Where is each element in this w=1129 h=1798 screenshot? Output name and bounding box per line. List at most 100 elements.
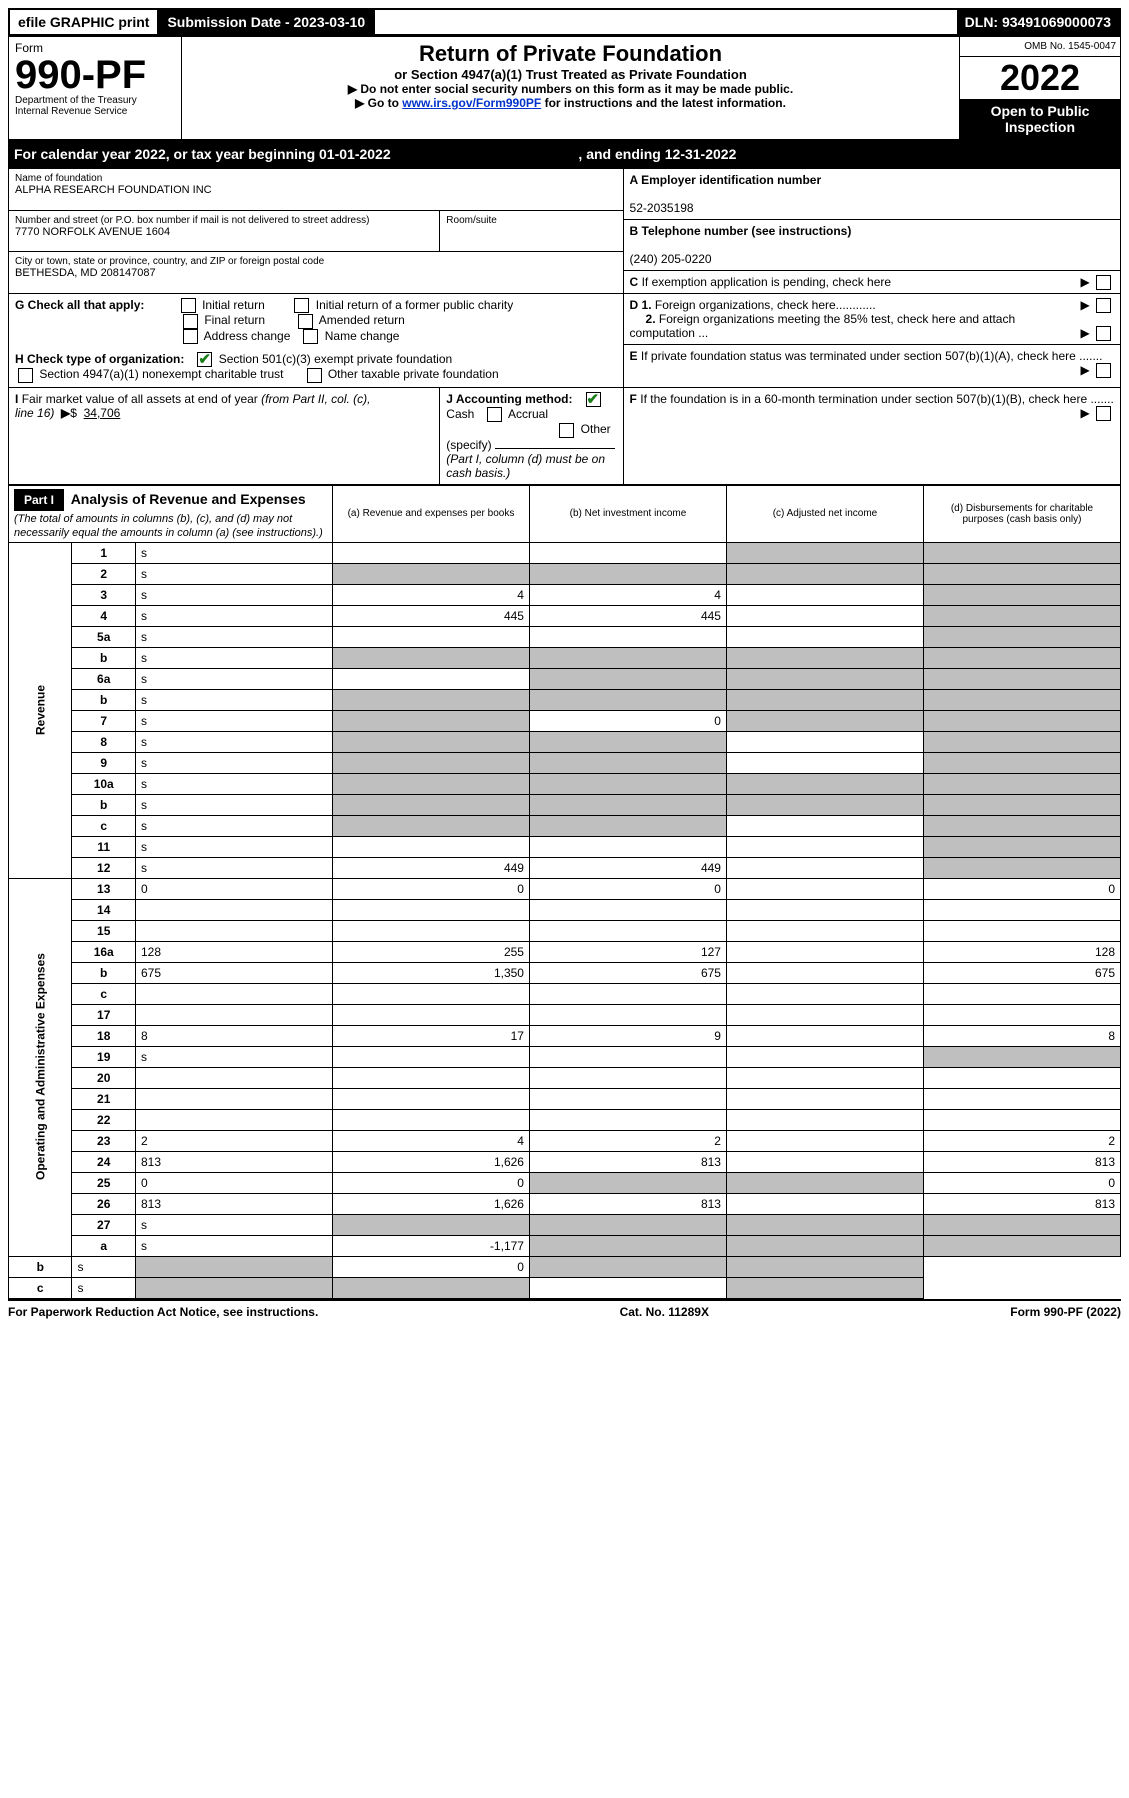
cell-a [135, 1277, 332, 1298]
final-return-checkbox[interactable] [183, 314, 198, 329]
line-desc [135, 920, 332, 941]
line-desc: s [135, 815, 332, 836]
i-label: Fair market value of all assets at end o… [22, 392, 371, 406]
cell-b: 813 [529, 1193, 726, 1214]
cell-a: 0 [332, 1172, 529, 1193]
cell-c [726, 878, 923, 899]
cell-c [726, 710, 923, 731]
top-bar: efile GRAPHIC print Submission Date - 20… [8, 8, 1121, 36]
h-label: H Check type of organization: [15, 352, 184, 366]
cell-d [923, 1067, 1120, 1088]
cell-d [923, 983, 1120, 1004]
cell-c [726, 836, 923, 857]
line-number: 7 [72, 710, 135, 731]
cell-b [529, 794, 726, 815]
cell-c [726, 1088, 923, 1109]
line-desc [135, 1067, 332, 1088]
address: 7770 NORFOLK AVENUE 1604 [15, 226, 433, 238]
line-desc: s [135, 1235, 332, 1256]
cell-a [332, 647, 529, 668]
cell-a [332, 731, 529, 752]
line-number: b [72, 689, 135, 710]
cell-b: 0 [332, 1256, 529, 1277]
h-501c3-checkbox[interactable] [197, 352, 212, 367]
line-desc: 128 [135, 941, 332, 962]
d1-checkbox[interactable] [1096, 298, 1111, 313]
c-checkbox[interactable] [1096, 275, 1111, 290]
d2-checkbox[interactable] [1096, 326, 1111, 341]
j-accrual-checkbox[interactable] [487, 407, 502, 422]
cell-c [726, 626, 923, 647]
line-number: 14 [72, 899, 135, 920]
cell-c [726, 584, 923, 605]
cell-b [529, 1214, 726, 1235]
line-number: c [72, 815, 135, 836]
address-change-checkbox[interactable] [183, 329, 198, 344]
g-opt-5: Name change [325, 329, 400, 343]
line-number: c [9, 1277, 72, 1298]
line-desc [135, 983, 332, 1004]
room-label: Room/suite [446, 215, 616, 226]
form-number: 990-PF [15, 55, 175, 95]
g-opt-2: Address change [204, 329, 291, 343]
g-opt-0: Initial return [202, 298, 265, 312]
line-desc: 2 [135, 1130, 332, 1151]
cell-b [529, 689, 726, 710]
cell-b [529, 1067, 726, 1088]
h-other-checkbox[interactable] [307, 368, 322, 383]
cell-a: 17 [332, 1025, 529, 1046]
cell-b: 675 [529, 962, 726, 983]
line-number: 24 [72, 1151, 135, 1172]
cell-b [529, 1235, 726, 1256]
cell-b: 445 [529, 605, 726, 626]
cell-b [529, 1046, 726, 1067]
omb: OMB No. 1545-0047 [960, 37, 1120, 57]
cell-d [923, 689, 1120, 710]
cell-b: 4 [529, 584, 726, 605]
cell-b [529, 815, 726, 836]
line-desc: s [135, 710, 332, 731]
line-desc: s [72, 1277, 135, 1298]
cell-d [923, 647, 1120, 668]
cell-c [726, 1109, 923, 1130]
g-opt-4: Amended return [319, 313, 405, 327]
cell-b [529, 1004, 726, 1025]
line-number: 13 [72, 878, 135, 899]
cell-d [923, 899, 1120, 920]
note-1: ▶ Do not enter social security numbers o… [188, 82, 953, 96]
line-desc: s [135, 836, 332, 857]
footer-right: Form 990-PF (2022) [1010, 1305, 1121, 1319]
f-checkbox[interactable] [1096, 406, 1111, 421]
cell-b [529, 899, 726, 920]
cell-a: 255 [332, 941, 529, 962]
amended-return-checkbox[interactable] [298, 314, 313, 329]
j-cash-checkbox[interactable] [586, 392, 601, 407]
cell-d: 8 [923, 1025, 1120, 1046]
line-desc: s [135, 731, 332, 752]
i-line: line 16) [15, 406, 54, 420]
line-number: b [9, 1256, 72, 1277]
cell-c [726, 1067, 923, 1088]
j-label: J Accounting method: [446, 392, 572, 406]
name-change-checkbox[interactable] [303, 329, 318, 344]
analysis-table: Part I Analysis of Revenue and Expenses … [8, 485, 1121, 1299]
cell-a: 449 [332, 857, 529, 878]
h-4947-checkbox[interactable] [18, 368, 33, 383]
initial-public-checkbox[interactable] [294, 298, 309, 313]
cell-c [529, 1256, 726, 1277]
j-other-checkbox[interactable] [559, 423, 574, 438]
cell-a: 1,626 [332, 1193, 529, 1214]
cell-b: 9 [529, 1025, 726, 1046]
cell-b [529, 983, 726, 1004]
line-desc: s [135, 584, 332, 605]
d2-label: Foreign organizations meeting the 85% te… [630, 312, 1016, 340]
form-title: Return of Private Foundation [188, 41, 953, 67]
line-desc: s [135, 605, 332, 626]
cell-b [529, 563, 726, 584]
e-checkbox[interactable] [1096, 363, 1111, 378]
part1-note: (The total of amounts in columns (b), (c… [14, 513, 323, 539]
cell-c [726, 668, 923, 689]
form-link[interactable]: www.irs.gov/Form990PF [402, 96, 541, 110]
initial-return-checkbox[interactable] [181, 298, 196, 313]
cell-a: 0 [332, 878, 529, 899]
